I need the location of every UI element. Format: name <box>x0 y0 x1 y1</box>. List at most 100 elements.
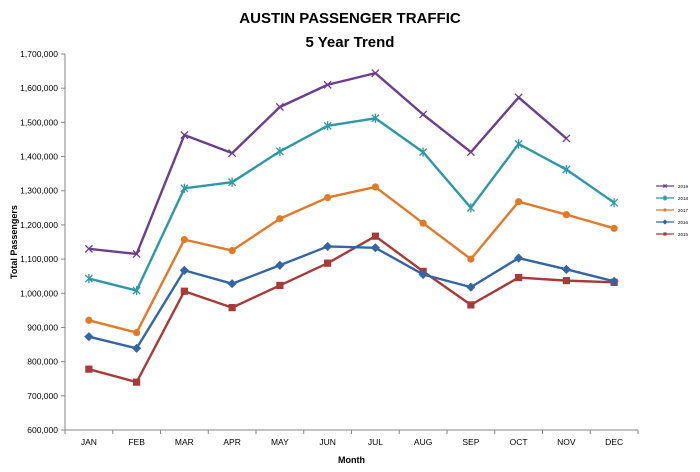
y-tick-label: 900,000 <box>27 322 58 332</box>
data-point <box>370 243 380 253</box>
series-2018 <box>84 113 619 296</box>
data-point <box>562 164 571 175</box>
x-tick-label: SEP <box>462 437 479 447</box>
data-point <box>662 219 668 225</box>
series-line <box>88 71 568 256</box>
chart-subtitle: 5 Year Trend <box>305 34 395 51</box>
data-point <box>132 249 141 259</box>
data-point <box>562 211 570 219</box>
legend-item-2017: 2017 <box>656 208 689 213</box>
y-tick-label: 1,400,000 <box>20 152 58 162</box>
x-tick-label: JAN <box>81 437 97 447</box>
data-point <box>561 264 571 274</box>
data-point <box>84 273 93 284</box>
data-point <box>371 69 380 78</box>
x-tick-label: NOV <box>557 437 576 447</box>
data-point <box>324 193 332 202</box>
data-point <box>275 260 285 270</box>
data-point <box>85 365 93 373</box>
legend-label: 2015 <box>678 232 689 237</box>
y-tick-label: 1,500,000 <box>20 117 58 127</box>
data-point <box>228 246 236 255</box>
data-point <box>418 269 428 280</box>
data-point <box>419 147 428 157</box>
data-point <box>323 121 332 131</box>
y-tick-label: 1,000,000 <box>20 288 58 298</box>
data-point <box>180 287 188 295</box>
data-point <box>323 80 332 89</box>
y-tick-label: 1,200,000 <box>20 220 58 230</box>
data-point <box>132 285 141 296</box>
legend-label: 2016 <box>678 220 689 225</box>
x-tick-label: OCT <box>510 437 528 447</box>
legend-item-2016: 2016 <box>656 219 689 225</box>
data-point <box>662 183 668 189</box>
data-point <box>466 148 475 157</box>
y-tick-label: 1,300,000 <box>20 186 58 196</box>
series-2016 <box>84 241 619 353</box>
legend-item-2019: 2019 <box>656 183 689 189</box>
x-tick-label: AUG <box>414 437 432 447</box>
series-line <box>88 185 615 334</box>
x-axis-label: Month <box>338 455 365 465</box>
data-point <box>419 110 428 119</box>
y-tick-label: 1,100,000 <box>20 254 58 264</box>
data-point <box>514 253 524 263</box>
y-axis-label: Total Passengers <box>9 205 19 279</box>
data-point <box>467 301 475 309</box>
legend-item-2015: 2015 <box>656 232 689 237</box>
data-point <box>419 219 427 227</box>
data-point <box>84 244 93 253</box>
data-point <box>562 277 570 285</box>
data-point <box>562 134 571 143</box>
x-tick-label: JUN <box>319 437 336 447</box>
data-point <box>514 139 523 149</box>
data-point <box>133 328 141 337</box>
data-point <box>371 113 380 123</box>
y-tick-label: 800,000 <box>27 357 58 367</box>
data-point <box>663 232 667 236</box>
data-point <box>179 265 189 275</box>
x-tick-label: MAR <box>175 437 194 447</box>
data-point <box>662 195 668 201</box>
legend-label: 2017 <box>678 208 689 213</box>
data-point <box>180 236 188 244</box>
series-2015 <box>85 232 618 386</box>
data-point <box>515 198 523 206</box>
data-point <box>371 232 379 240</box>
data-point <box>610 224 618 232</box>
data-point <box>514 93 523 102</box>
data-point <box>276 215 284 223</box>
data-point <box>515 273 523 282</box>
series-2017 <box>85 183 618 337</box>
y-tick-label: 700,000 <box>27 391 58 401</box>
data-point <box>610 198 619 208</box>
x-tick-label: APR <box>223 437 240 447</box>
data-point <box>275 146 284 157</box>
data-point <box>133 378 141 386</box>
series-line <box>88 234 615 384</box>
data-point <box>663 208 667 212</box>
data-point <box>275 102 284 112</box>
data-point <box>609 276 619 286</box>
data-point <box>228 149 237 158</box>
y-tick-label: 1,600,000 <box>20 83 58 93</box>
data-point <box>228 304 236 312</box>
x-tick-label: JUL <box>368 437 383 447</box>
legend-item-2018: 2018 <box>656 195 689 201</box>
x-tick-label: FEB <box>128 437 145 447</box>
x-tick-label: MAY <box>271 437 289 447</box>
data-point <box>323 241 333 252</box>
chart-title: AUSTIN PASSENGER TRAFFIC <box>239 10 461 27</box>
x-tick-label: DEC <box>605 437 623 447</box>
data-point <box>180 183 189 193</box>
data-point <box>85 316 93 324</box>
data-point <box>467 255 475 263</box>
y-tick-label: 600,000 <box>27 425 58 435</box>
data-point <box>371 183 379 191</box>
data-point <box>180 130 189 140</box>
series-line <box>88 245 615 350</box>
data-point <box>228 177 237 187</box>
